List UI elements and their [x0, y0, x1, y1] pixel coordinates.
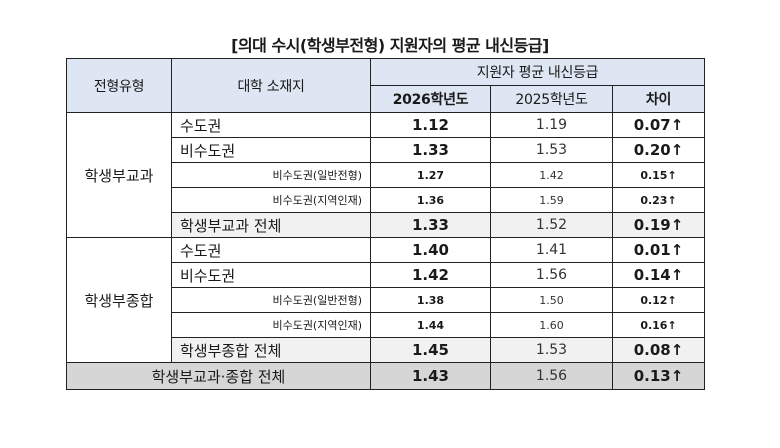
value-2025: 1.41 — [490, 237, 613, 263]
region-label: 수도권 — [171, 237, 371, 263]
value-diff: 0.01↑ — [612, 237, 705, 263]
value-2026: 1.42 — [370, 262, 491, 288]
region-label: 비수도권(일반전형) — [171, 162, 371, 188]
value-diff: 0.20↑ — [612, 137, 705, 163]
table-title: [의대 수시(학생부전형) 지원자의 평균 내신등급] — [231, 36, 549, 55]
value-diff: 0.13↑ — [612, 362, 705, 390]
group-label: 학생부교과 — [66, 112, 172, 238]
group-label: 학생부종합 — [66, 237, 172, 363]
value-2026: 1.40 — [370, 237, 491, 263]
region-label: 수도권 — [171, 112, 371, 138]
value-2026: 1.43 — [370, 362, 491, 390]
value-diff: 0.14↑ — [612, 262, 705, 288]
value-2026: 1.45 — [370, 337, 491, 363]
region-label: 비수도권 — [171, 137, 371, 163]
value-2025: 1.52 — [490, 212, 613, 238]
subtotal-row: 학생부교과 전체 1.33 1.52 0.19↑ — [67, 212, 705, 238]
header-type: 전형유형 — [66, 58, 172, 113]
header-diff: 차이 — [612, 85, 705, 113]
table-row: 비수도권(일반전형) 1.27 1.42 0.15↑ — [67, 162, 705, 188]
table-row: 비수도권 1.33 1.53 0.20↑ — [67, 137, 705, 163]
grand-total-label: 학생부교과·종합 전체 — [66, 362, 371, 390]
value-2025: 1.42 — [490, 162, 613, 188]
value-diff: 0.23↑ — [612, 187, 705, 213]
table-row: 학생부종합 수도권 1.40 1.41 0.01↑ — [66, 237, 705, 363]
table-row: 비수도권(지역인재) 1.36 1.59 0.23↑ — [67, 187, 705, 213]
value-diff: 0.15↑ — [612, 162, 705, 188]
table-row: 비수도권 1.42 1.56 0.14↑ — [67, 262, 705, 288]
value-diff: 0.12↑ — [612, 287, 705, 313]
table-row: 비수도권(지역인재) 1.44 1.60 0.16↑ — [67, 312, 705, 338]
value-2026: 1.33 — [370, 137, 491, 163]
value-2026: 1.36 — [370, 187, 491, 213]
value-2025: 1.19 — [490, 112, 613, 138]
value-2026: 1.27 — [370, 162, 491, 188]
table-row: 학생부교과 수도권 1.12 1.19 0.07↑ — [66, 112, 705, 238]
value-diff: 0.16↑ — [612, 312, 705, 338]
value-diff: 0.08↑ — [612, 337, 705, 363]
value-2026: 1.12 — [370, 112, 491, 138]
value-2025: 1.56 — [490, 262, 613, 288]
region-label: 비수도권(지역인재) — [171, 312, 371, 338]
value-2025: 1.53 — [490, 337, 613, 363]
value-2026: 1.33 — [370, 212, 491, 238]
value-2026: 1.44 — [370, 312, 491, 338]
region-label: 학생부종합 전체 — [171, 337, 371, 363]
value-diff: 0.19↑ — [612, 212, 705, 238]
region-label: 비수도권 — [171, 262, 371, 288]
value-2025: 1.56 — [490, 362, 613, 390]
header-region: 대학 소재지 — [171, 58, 371, 113]
value-diff: 0.07↑ — [612, 112, 705, 138]
value-2025: 1.59 — [490, 187, 613, 213]
subtotal-row: 학생부종합 전체 1.45 1.53 0.08↑ — [67, 337, 705, 363]
header-grade-group: 지원자 평균 내신등급 — [370, 58, 705, 86]
region-label: 비수도권(지역인재) — [171, 187, 371, 213]
header-2025: 2025학년도 — [490, 85, 613, 113]
region-label: 학생부교과 전체 — [171, 212, 371, 238]
table-row: 비수도권(일반전형) 1.38 1.50 0.12↑ — [67, 287, 705, 313]
header-2026: 2026학년도 — [370, 85, 491, 113]
region-label: 비수도권(일반전형) — [171, 287, 371, 313]
grand-total-row: 학생부교과·종합 전체 1.43 1.56 0.13↑ — [66, 362, 705, 390]
value-2025: 1.53 — [490, 137, 613, 163]
value-2025: 1.50 — [490, 287, 613, 313]
grade-table: 전형유형 대학 소재지 지원자 평균 내신등급 2026학년도 2025학년도 … — [66, 58, 705, 390]
value-2025: 1.60 — [490, 312, 613, 338]
value-2026: 1.38 — [370, 287, 491, 313]
